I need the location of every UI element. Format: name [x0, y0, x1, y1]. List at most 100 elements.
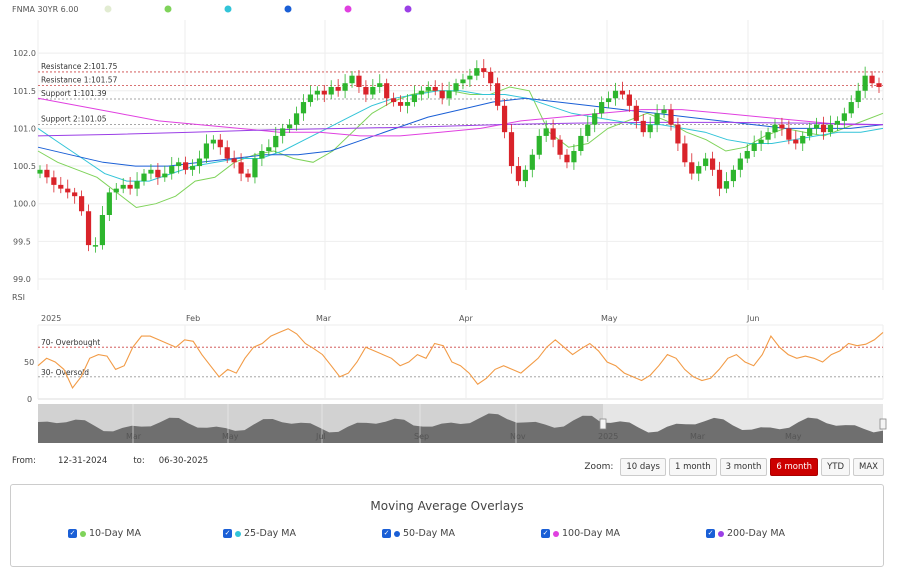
navigator-tick-label: Jul — [315, 432, 326, 441]
navigator-left-handle[interactable] — [599, 418, 607, 430]
checkbox-checked-icon[interactable]: ✓ — [223, 529, 232, 538]
candle-body — [709, 158, 716, 170]
candle-body — [307, 94, 314, 103]
candle-body — [446, 90, 452, 99]
candle-body — [467, 75, 473, 80]
candle-body — [675, 124, 681, 144]
zoom-1-month-button[interactable]: 1 month — [668, 458, 717, 476]
candle-body — [592, 113, 598, 125]
candle-body — [384, 83, 390, 99]
candle-body — [356, 75, 362, 87]
y-tick-label: 99.0 — [13, 275, 31, 284]
candle-body — [370, 86, 376, 95]
navigator-tick-label: Nov — [510, 432, 526, 441]
navigator-right-handle[interactable] — [879, 418, 887, 430]
rsi-x-tick-label: Mar — [316, 314, 332, 323]
candle-body — [314, 90, 320, 95]
candle-body — [141, 173, 147, 182]
cyan-dot-icon — [235, 530, 241, 537]
candle-body — [813, 124, 820, 129]
navigator-tick-label: May — [222, 432, 239, 441]
candle-body — [689, 162, 695, 174]
candle-body — [37, 169, 43, 174]
candle-body — [751, 143, 757, 151]
candle-body — [508, 132, 515, 167]
rsi-y-tick-label: 50 — [24, 358, 34, 367]
candle-body — [148, 169, 154, 174]
candle-body — [827, 124, 834, 133]
purple-dot-icon — [718, 530, 724, 537]
ma-25-day-toggle[interactable]: ✓ 25-Day MA — [223, 528, 296, 539]
candle-body — [127, 184, 133, 189]
candle-body — [224, 147, 230, 159]
checkbox-checked-icon[interactable]: ✓ — [68, 529, 77, 538]
candle-body — [453, 83, 459, 91]
candle-body — [515, 166, 522, 182]
legend-swatch-icon — [284, 5, 292, 13]
green-dot-icon — [80, 530, 86, 537]
candle-body — [99, 214, 106, 246]
candle-body — [404, 102, 411, 106]
candle-body — [529, 154, 535, 170]
ma-line-10-day-ma — [37, 86, 884, 209]
ma-10-day-toggle[interactable]: ✓ 10-Day MA — [68, 528, 141, 539]
ma-200-day-toggle[interactable]: ✓ 200-Day MA — [706, 528, 785, 539]
candle-body — [280, 128, 286, 136]
candle-body — [51, 177, 57, 185]
zoom-max-button[interactable]: MAX — [853, 458, 884, 476]
ma-100-day-toggle[interactable]: ✓ 100-Day MA — [541, 528, 620, 539]
zoom-3-month-button[interactable]: 3 month — [719, 458, 768, 476]
zoom-ytd-button[interactable]: YTD — [821, 458, 851, 476]
to-date[interactable]: 06-30-2025 — [158, 456, 209, 466]
candle-body — [321, 90, 327, 95]
zoom-label: Zoom: — [584, 462, 614, 472]
navigator-area — [38, 413, 883, 443]
candle-body — [189, 166, 196, 170]
candle-body — [772, 124, 778, 133]
checkbox-checked-icon[interactable]: ✓ — [706, 529, 715, 538]
ma-10-day-label: 10-Day MA — [89, 528, 141, 539]
candle-body — [626, 94, 632, 106]
candle-body — [779, 124, 785, 129]
zoom-10-days-button[interactable]: 10 days — [620, 458, 666, 476]
rsi-x-tick-label: Feb — [186, 314, 200, 323]
rsi-x-tick-label: Apr — [459, 314, 474, 323]
candle-body — [432, 86, 438, 91]
chart-title: FNMA 30YR 6.00 — [12, 5, 78, 14]
legend-swatch-icon — [404, 5, 412, 13]
candle-body — [183, 162, 189, 170]
candle-body — [162, 173, 168, 178]
navigator: Mar May Jul Sep Nov 2025 Mar May — [38, 404, 887, 443]
candle-body — [252, 158, 258, 178]
level-label: Resistance 2:101.75 — [41, 62, 118, 71]
checkbox-checked-icon[interactable]: ✓ — [382, 529, 391, 538]
candle-body — [800, 135, 806, 144]
candle-body — [488, 71, 494, 84]
rsi-x-tick-label: May — [601, 314, 618, 323]
legend: FNMA 30YR 6.00 — [12, 5, 412, 14]
candle-body — [106, 192, 112, 215]
candle-body — [703, 158, 709, 167]
candle-body — [633, 105, 639, 121]
candle-body — [113, 188, 119, 193]
candle-body — [834, 120, 840, 125]
candle-body — [585, 124, 591, 136]
ma-panel-title: Moving Average Overlays — [370, 499, 524, 513]
magenta-dot-icon — [553, 530, 559, 537]
y-tick-label: 99.5 — [13, 237, 31, 246]
candle-body — [495, 83, 501, 106]
rsi-y-tick-label: 0 — [27, 395, 32, 404]
candle-body — [716, 169, 723, 189]
candle-body — [820, 124, 827, 133]
y-tick-label: 101.5 — [13, 87, 36, 96]
zoom-6-month-button[interactable]: 6 month — [770, 458, 819, 476]
ma-line-200-day-ma — [37, 121, 884, 137]
candle-body — [79, 196, 85, 212]
ma-50-day-toggle[interactable]: ✓ 50-Day MA — [382, 528, 455, 539]
from-date[interactable]: 12-31-2024 — [57, 456, 108, 466]
candle-body — [203, 143, 210, 159]
zoom-controls: Zoom: 10 days 1 month 3 month 6 month YT… — [584, 458, 884, 476]
candle-body — [668, 109, 674, 125]
checkbox-checked-icon[interactable]: ✓ — [541, 529, 550, 538]
candle-body — [217, 139, 223, 148]
